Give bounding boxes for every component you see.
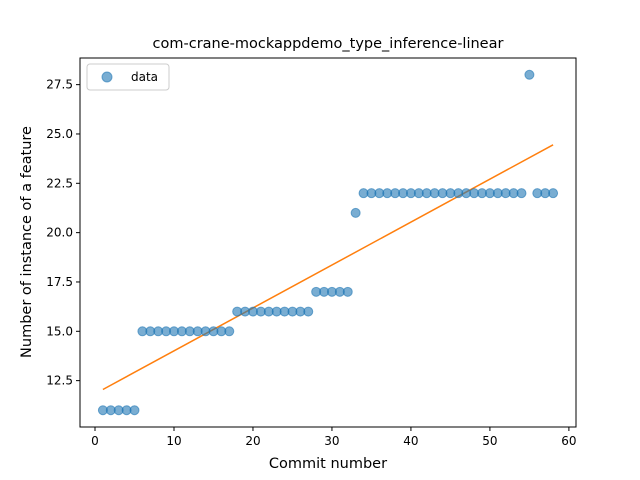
fit-line-layer [102, 144, 554, 391]
data-point [129, 405, 140, 416]
data-point [516, 188, 527, 199]
data-point [303, 306, 314, 317]
legend-marker-data [101, 71, 113, 83]
x-axis-label: Commit number [269, 456, 387, 472]
plot-background [80, 58, 576, 427]
plot-area [80, 58, 576, 427]
data-point [548, 188, 559, 199]
x-tick-label: 60 [561, 434, 576, 448]
data-points-layer [97, 69, 559, 416]
data-point [524, 69, 535, 80]
x-tick-label: 10 [166, 434, 181, 448]
legend-label-data: data [131, 70, 158, 84]
y-tick-label: 15.0 [46, 324, 73, 338]
x-tick-label: 50 [482, 434, 497, 448]
x-axis-ticks: 0 10 20 30 40 50 60 [91, 427, 577, 448]
fit-line [102, 144, 554, 391]
legend-box [86, 63, 170, 91]
data-point [224, 326, 235, 337]
legend: data [86, 63, 170, 91]
data-point [342, 286, 353, 297]
y-tick-label: 20.0 [46, 226, 73, 240]
x-tick-label: 0 [91, 434, 99, 448]
x-tick-label: 30 [324, 434, 339, 448]
y-axis-ticks: 12.5 15.0 17.5 20.0 22.5 25.0 27.5 [46, 78, 80, 388]
x-tick-label: 20 [245, 434, 260, 448]
chart-title: com-crane-mockappdemo_type_inference-lin… [153, 36, 504, 52]
y-tick-label: 12.5 [46, 374, 73, 388]
y-tick-label: 27.5 [46, 78, 73, 92]
data-point [350, 207, 361, 218]
x-tick-label: 40 [403, 434, 418, 448]
y-tick-label: 25.0 [46, 127, 73, 141]
y-tick-label: 22.5 [46, 176, 73, 190]
plot-frame [79, 57, 577, 428]
y-axis-label: Number of instance of a feature [19, 126, 35, 358]
y-tick-label: 17.5 [46, 275, 73, 289]
